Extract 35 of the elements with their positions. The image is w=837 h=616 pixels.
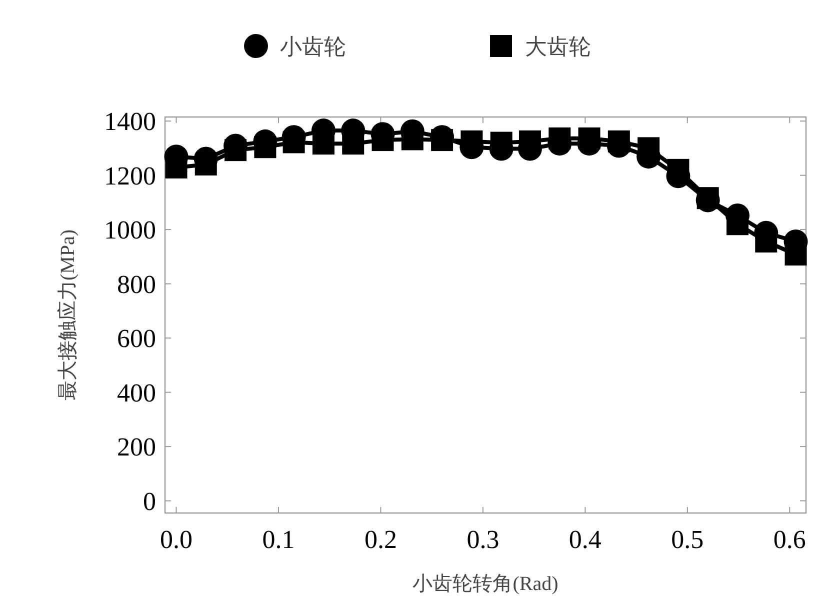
y-tick-label: 1400	[104, 107, 156, 136]
x-tick-label: 0.0	[160, 525, 192, 554]
y-tick-label: 400	[117, 378, 156, 408]
point	[431, 129, 454, 152]
y-tick-label: 200	[117, 432, 156, 462]
point	[490, 132, 512, 154]
y-tick-label: 600	[117, 324, 156, 354]
legend-item: 小齿轮	[244, 34, 346, 59]
x-tick-label: 0.4	[568, 525, 602, 554]
point	[224, 139, 247, 162]
x-axis-title: 小齿轮转角(Rad)	[412, 573, 558, 595]
point	[548, 127, 571, 150]
legend-item: 大齿轮	[490, 34, 591, 59]
x-tick-label: 0.1	[262, 525, 295, 554]
point	[372, 129, 394, 152]
point	[194, 153, 217, 176]
x-tick-label: 0.2	[364, 525, 397, 554]
point	[460, 130, 483, 152]
point	[784, 244, 807, 266]
point	[342, 132, 364, 155]
point	[282, 131, 305, 154]
x-tick-label: 0.5	[671, 525, 704, 554]
point	[578, 127, 600, 150]
y-tick-label: 0	[143, 486, 156, 516]
x-tick-label: 0.3	[466, 525, 500, 554]
legend-label: 大齿轮	[525, 34, 591, 59]
point	[667, 158, 690, 181]
x-tick-label: 0.6	[773, 525, 806, 554]
y-axis-title: 最大接触应力(MPa)	[57, 229, 79, 401]
y-tick-label: 1000	[104, 216, 156, 245]
y-tick-label: 1200	[104, 161, 156, 190]
legend-label: 小齿轮	[280, 34, 346, 59]
point	[608, 130, 630, 152]
y-tick-label: 800	[117, 270, 156, 299]
point	[254, 136, 276, 158]
